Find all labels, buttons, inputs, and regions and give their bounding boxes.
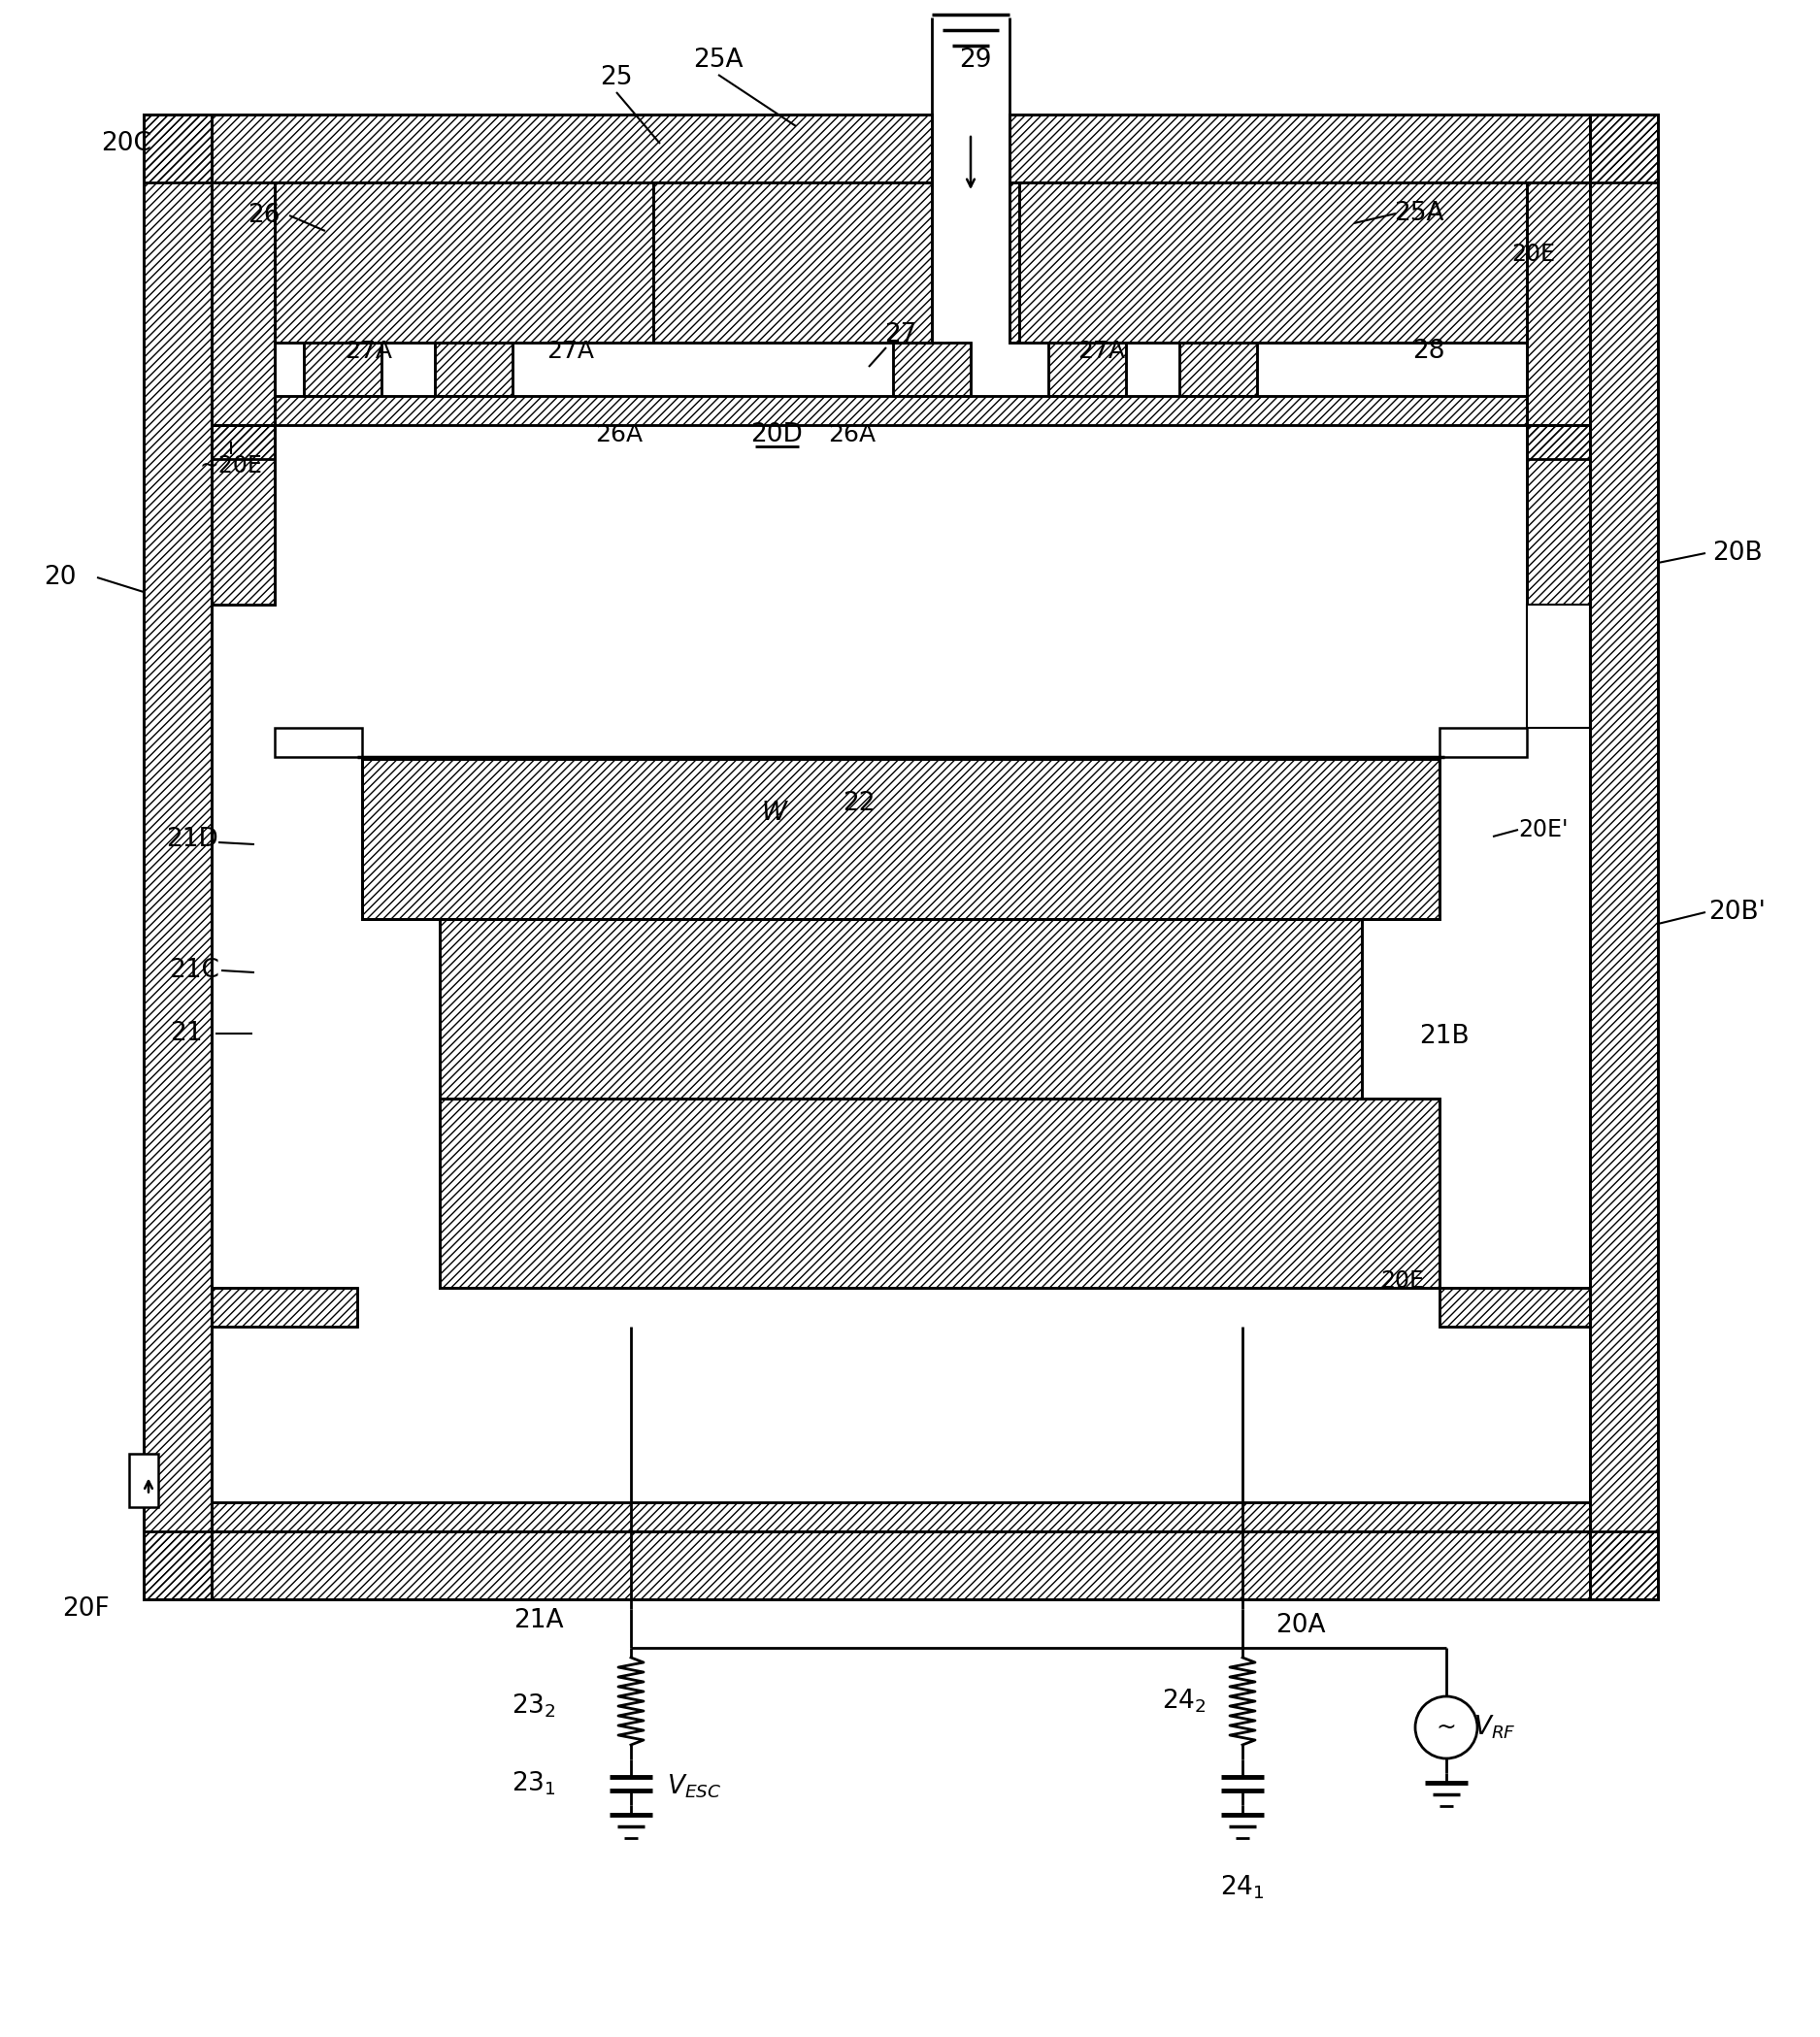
Bar: [211, 426, 275, 605]
Bar: [362, 760, 1440, 919]
Bar: [1048, 342, 1127, 395]
Text: 20D: 20D: [750, 422, 803, 448]
Bar: [894, 342, 970, 395]
Text: ~20E: ~20E: [200, 454, 262, 477]
Bar: [440, 1098, 1440, 1287]
Bar: [304, 342, 382, 395]
Text: $V_{ESC}$: $V_{ESC}$: [666, 1772, 721, 1801]
Bar: [440, 1098, 1440, 1287]
Text: 29: 29: [959, 47, 992, 73]
Text: 25A: 25A: [1394, 202, 1443, 226]
Bar: [362, 760, 1440, 919]
Text: 20C: 20C: [102, 130, 151, 157]
Text: 26A: 26A: [828, 424, 875, 446]
Text: 27A: 27A: [548, 340, 595, 363]
Bar: [1048, 342, 1127, 395]
Bar: [211, 183, 1591, 1532]
Bar: [144, 1532, 1658, 1599]
Text: 22: 22: [843, 790, 875, 817]
Bar: [211, 1501, 1591, 1532]
Bar: [1019, 183, 1527, 342]
Bar: [211, 1501, 1591, 1532]
Bar: [144, 1532, 1658, 1599]
Text: W: W: [763, 801, 788, 825]
Bar: [129, 1454, 158, 1507]
Bar: [1591, 114, 1658, 1599]
Bar: [211, 426, 275, 605]
Bar: [275, 727, 362, 758]
Text: 21A: 21A: [513, 1607, 564, 1634]
Text: 20B: 20B: [1713, 540, 1762, 566]
Text: 20E: 20E: [1512, 242, 1556, 267]
Bar: [275, 395, 1527, 426]
Bar: [1019, 183, 1527, 342]
Text: 21D: 21D: [166, 827, 218, 851]
Bar: [211, 1287, 357, 1326]
Text: 20F: 20F: [62, 1597, 109, 1621]
Bar: [1010, 114, 1658, 183]
Bar: [653, 183, 932, 342]
Bar: [1527, 426, 1591, 605]
Text: 26: 26: [248, 204, 280, 228]
Bar: [1010, 114, 1658, 183]
Text: 25A: 25A: [693, 47, 743, 73]
Text: 25: 25: [601, 65, 633, 90]
Bar: [1527, 183, 1591, 458]
Text: $24_2$: $24_2$: [1161, 1687, 1207, 1715]
Bar: [1440, 1287, 1591, 1326]
Text: 20B': 20B': [1709, 900, 1765, 925]
Bar: [144, 114, 932, 183]
Text: $24_1$: $24_1$: [1219, 1874, 1265, 1901]
Bar: [144, 114, 932, 183]
Text: 21B: 21B: [1420, 1025, 1469, 1049]
Text: 26A: 26A: [595, 424, 642, 446]
Circle shape: [1416, 1697, 1478, 1758]
Text: 27A: 27A: [1077, 340, 1125, 363]
Text: ~: ~: [1436, 1715, 1456, 1740]
Bar: [1591, 114, 1658, 1599]
Bar: [653, 183, 932, 342]
Bar: [1440, 727, 1527, 758]
Bar: [144, 114, 211, 1599]
Bar: [435, 342, 513, 395]
Bar: [1179, 342, 1258, 395]
Bar: [211, 183, 275, 458]
Text: 28: 28: [1412, 338, 1445, 365]
Text: 20: 20: [44, 564, 76, 591]
Text: 20E': 20E': [1518, 819, 1569, 841]
Bar: [435, 342, 513, 395]
Bar: [1527, 426, 1591, 605]
Text: $V_{RF}$: $V_{RF}$: [1474, 1713, 1516, 1742]
Text: 20E: 20E: [1381, 1269, 1425, 1293]
Bar: [275, 395, 1527, 426]
Text: $23_2$: $23_2$: [511, 1693, 557, 1719]
Bar: [1010, 183, 1019, 342]
Text: 27A: 27A: [346, 340, 393, 363]
Bar: [211, 183, 275, 458]
Bar: [1527, 183, 1591, 458]
Bar: [275, 183, 653, 342]
Bar: [1440, 1287, 1591, 1326]
Bar: [440, 919, 1361, 1098]
Text: $23_1$: $23_1$: [511, 1770, 557, 1797]
Bar: [304, 342, 382, 395]
Bar: [894, 342, 970, 395]
Bar: [211, 1287, 357, 1326]
Text: 20A: 20A: [1276, 1613, 1325, 1638]
Bar: [1527, 605, 1591, 727]
Bar: [144, 114, 211, 1599]
Bar: [275, 183, 653, 342]
Bar: [1179, 342, 1258, 395]
Text: 27: 27: [885, 322, 917, 348]
Text: 21: 21: [169, 1021, 202, 1047]
Bar: [440, 919, 1361, 1098]
Bar: [1010, 183, 1019, 342]
Text: 21C: 21C: [169, 957, 220, 984]
